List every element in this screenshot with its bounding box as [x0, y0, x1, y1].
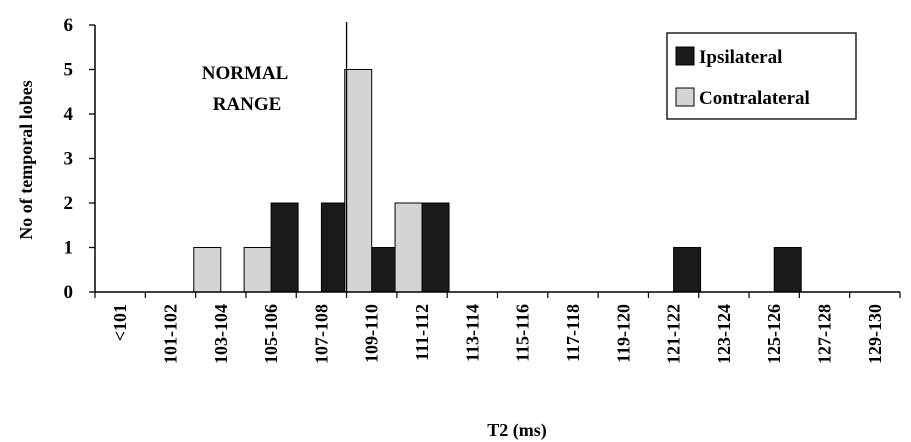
y-tick-label: 2: [64, 193, 74, 214]
y-tick-label: 6: [64, 15, 74, 36]
x-tick-label: 115-116: [513, 304, 533, 362]
y-axis-ticks: 0 1 2 3 4 5 6: [64, 15, 95, 303]
y-tick-label: 5: [64, 60, 74, 81]
x-tick-label: 125-126: [764, 304, 784, 364]
legend-label-contralateral: Contralateral: [699, 88, 810, 109]
x-tick-label: 101-102: [160, 304, 180, 364]
legend-box: [666, 32, 857, 120]
bars: [193, 69, 802, 293]
x-tick-label: 113-114: [462, 304, 482, 362]
y-tick-label: 0: [64, 282, 74, 303]
x-tick-label: 121-122: [664, 304, 684, 364]
x-tick-label: 105-106: [261, 304, 281, 364]
y-axis-title: No of temporal lobes: [16, 80, 36, 239]
x-axis-title: T2 (ms): [487, 420, 547, 441]
y-tick-label: 3: [64, 149, 74, 170]
y-tick-label: 4: [64, 104, 74, 125]
legend-swatch-ipsilateral: [675, 46, 695, 66]
bar-contralateral: [394, 202, 423, 293]
bar-contralateral: [344, 69, 373, 293]
legend-label-ipsilateral: Ipsilateral: [699, 47, 782, 68]
bar-contralateral: [193, 247, 222, 293]
normal-range-label: NORMAL: [202, 63, 289, 84]
bar-ipsilateral: [270, 202, 299, 293]
bar-ipsilateral: [673, 247, 702, 293]
x-tick-label: 129-130: [865, 304, 885, 364]
bar-ipsilateral: [421, 202, 450, 293]
y-tick-label: 1: [64, 238, 74, 259]
bar-ipsilateral: [773, 247, 802, 293]
legend: Ipsilateral Contralateral: [666, 32, 857, 120]
bar-contralateral: [243, 247, 272, 293]
x-tick-label: 119-120: [613, 304, 633, 363]
normal-range-label-line2: RANGE: [213, 94, 282, 115]
bar-ipsilateral: [320, 202, 349, 293]
x-tick-label: <101: [110, 304, 130, 341]
x-tick-label: 103-104: [211, 304, 231, 364]
bar-ipsilateral: [371, 247, 400, 293]
legend-swatch-contralateral: [675, 87, 695, 107]
x-axis-ticks: <101 101-102 103-104 105-106 107-108 109-110 1…: [94, 292, 901, 364]
x-tick-label: 107-108: [311, 304, 331, 364]
x-tick-label: 111-112: [412, 304, 432, 361]
x-tick-label: 127-128: [815, 304, 835, 364]
x-tick-label: 109-110: [362, 304, 382, 363]
x-tick-label: 123-124: [714, 304, 734, 364]
x-tick-label: 117-118: [563, 304, 583, 362]
